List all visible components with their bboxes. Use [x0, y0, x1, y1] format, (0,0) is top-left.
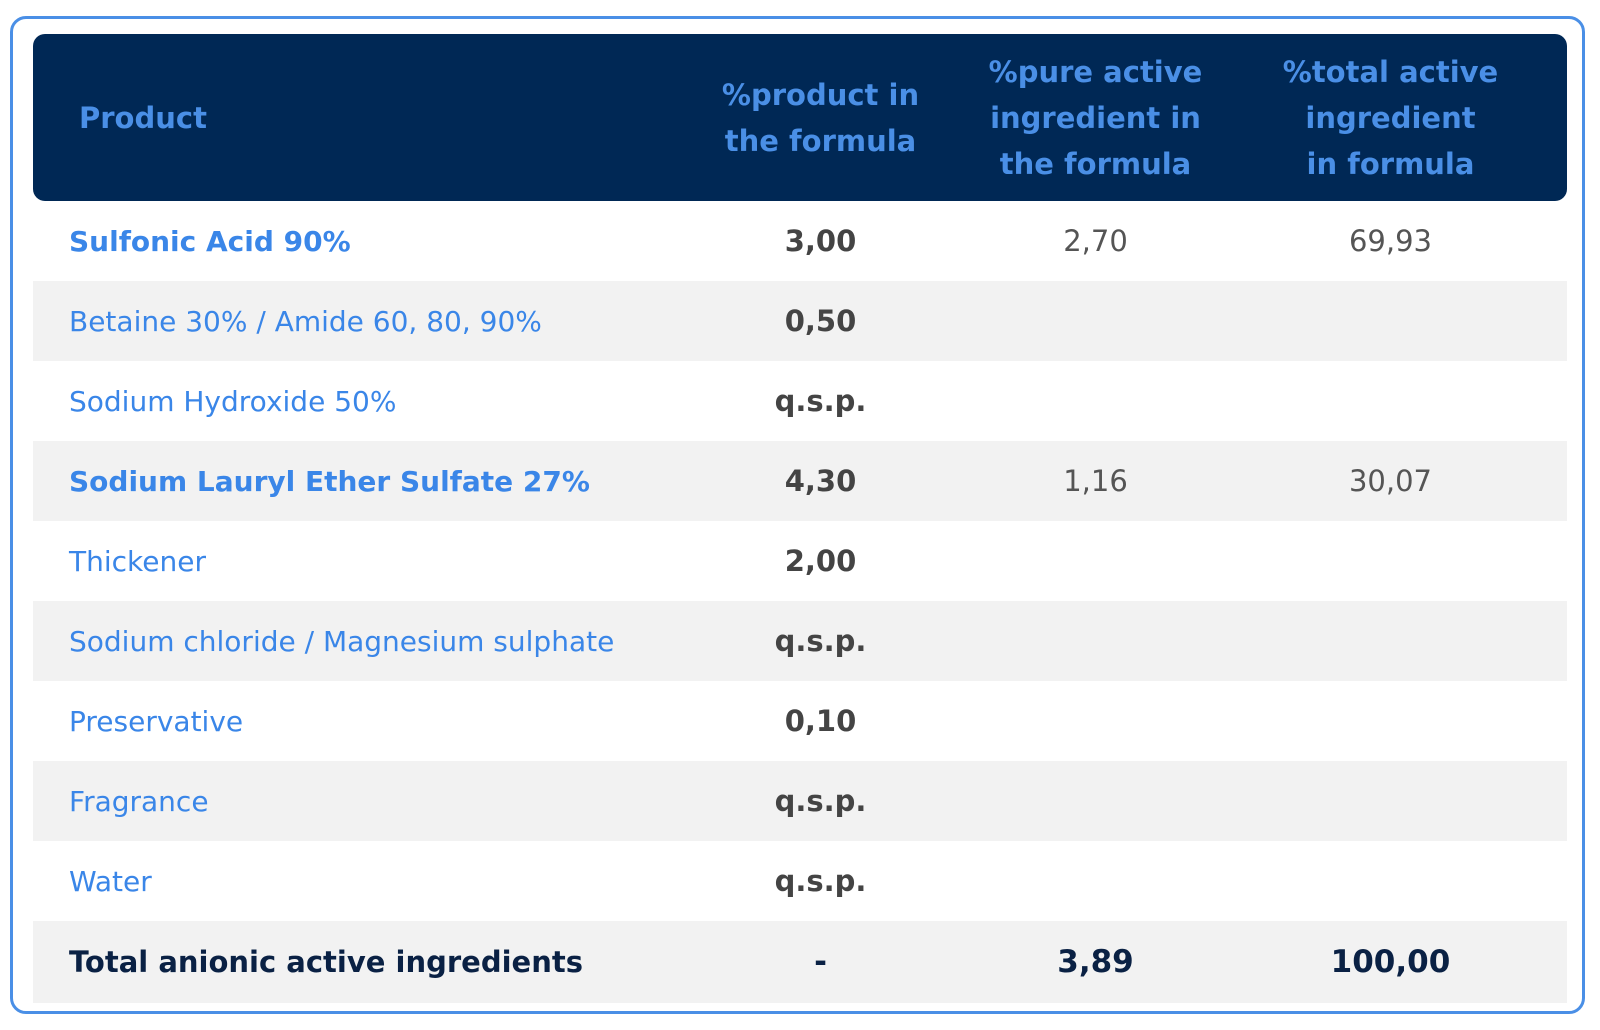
product-name: Betaine 30% / Amide 60, 80, 90% [69, 304, 542, 338]
header-product: Product [79, 100, 207, 135]
header-pct-total: %total active ingredient in formula [1248, 49, 1533, 187]
header-pct-product-line1: %product in [721, 77, 920, 112]
pct-product-value: q.s.p. [774, 784, 867, 818]
header-pct-product: %product in the formula [698, 72, 943, 164]
table-row: Water q.s.p. [33, 841, 1567, 921]
header-pct-pure-line2: ingredient in [990, 100, 1201, 135]
pct-product-value: 0,10 [784, 704, 857, 738]
formula-table: Product %product in the formula %pure ac… [33, 34, 1567, 1003]
product-name: Sulfonic Acid 90% [69, 224, 351, 258]
table-row: Sodium Hydroxide 50% q.s.p. [33, 361, 1567, 441]
pct-product-value: 0,50 [784, 304, 857, 338]
header-pct-total-line1: %total active [1282, 54, 1499, 89]
pct-total-value: 30,07 [1348, 464, 1433, 498]
table-row: Thickener 2,00 [33, 521, 1567, 601]
total-pct-pure: 3,89 [1057, 944, 1134, 980]
product-name: Fragrance [69, 784, 209, 818]
header-pct-pure-line1: %pure active [988, 54, 1203, 89]
header-pct-product-line2: the formula [724, 123, 917, 158]
pct-product-value: q.s.p. [774, 384, 867, 418]
product-name: Preservative [69, 704, 244, 738]
table-row: Preservative 0,10 [33, 681, 1567, 761]
pct-product-value: q.s.p. [774, 624, 867, 658]
header-pct-pure: %pure active ingredient in the formula [943, 49, 1248, 187]
table-row: Sodium chloride / Magnesium sulphate q.s… [33, 601, 1567, 681]
pct-product-value: q.s.p. [774, 864, 867, 898]
header-pct-total-line3: in formula [1306, 146, 1475, 181]
total-label: Total anionic active ingredients [69, 945, 583, 979]
pct-product-value: 2,00 [784, 544, 857, 578]
table-row: Betaine 30% / Amide 60, 80, 90% 0,50 [33, 281, 1567, 361]
total-row: Total anionic active ingredients - 3,89 … [33, 921, 1567, 1003]
pct-total-value: 69,93 [1348, 224, 1433, 258]
table-row: Sodium Lauryl Ether Sulfate 27% 4,30 1,1… [33, 441, 1567, 521]
product-name: Sodium Hydroxide 50% [69, 384, 397, 418]
product-name: Thickener [69, 544, 206, 578]
total-pct-total: 100,00 [1330, 944, 1451, 980]
pct-product-value: 4,30 [784, 464, 857, 498]
table-row: Sulfonic Acid 90% 3,00 2,70 69,93 [33, 201, 1567, 281]
table-row: Fragrance q.s.p. [33, 761, 1567, 841]
header-pct-total-line2: ingredient [1305, 100, 1476, 135]
product-name: Sodium Lauryl Ether Sulfate 27% [69, 464, 590, 498]
pct-pure-value: 1,16 [1063, 464, 1128, 498]
formula-card: Product %product in the formula %pure ac… [10, 16, 1585, 1014]
pct-pure-value: 2,70 [1063, 224, 1128, 258]
total-pct-product: - [814, 944, 827, 980]
table-header: Product %product in the formula %pure ac… [33, 34, 1567, 201]
product-name: Sodium chloride / Magnesium sulphate [69, 624, 615, 658]
product-name: Water [69, 864, 152, 898]
header-pct-pure-line3: the formula [999, 146, 1192, 181]
pct-product-value: 3,00 [784, 224, 857, 258]
